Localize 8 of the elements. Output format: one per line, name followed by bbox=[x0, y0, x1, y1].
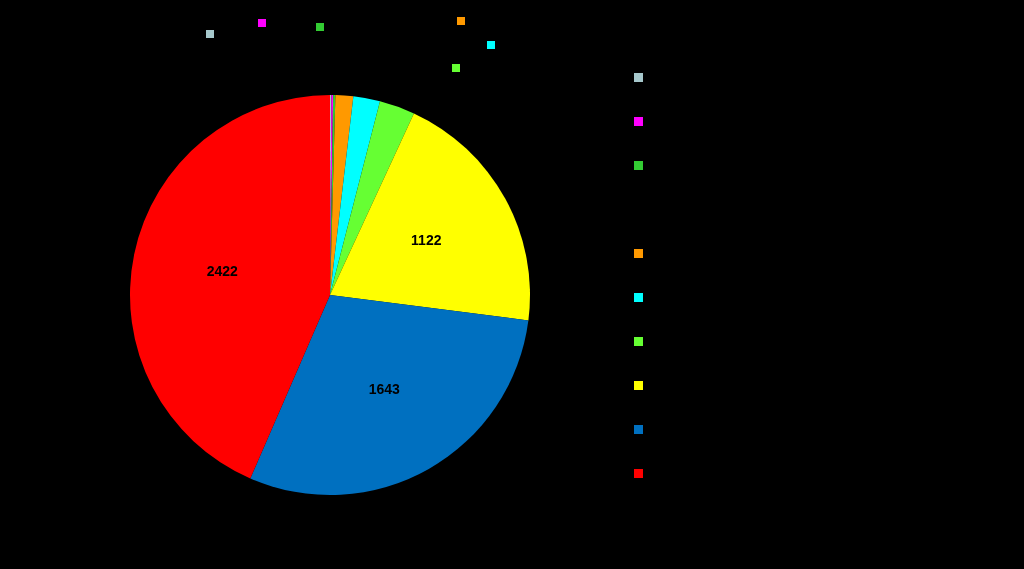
pie-slice bbox=[130, 95, 330, 479]
pie-slice bbox=[330, 101, 414, 295]
pie-slice bbox=[250, 295, 529, 495]
pie-slice bbox=[330, 113, 530, 321]
data-label: 1643 bbox=[368, 381, 401, 398]
data-label: 1122 bbox=[411, 232, 442, 249]
data-label: 2422 bbox=[206, 263, 239, 280]
pie-slice bbox=[330, 96, 380, 295]
